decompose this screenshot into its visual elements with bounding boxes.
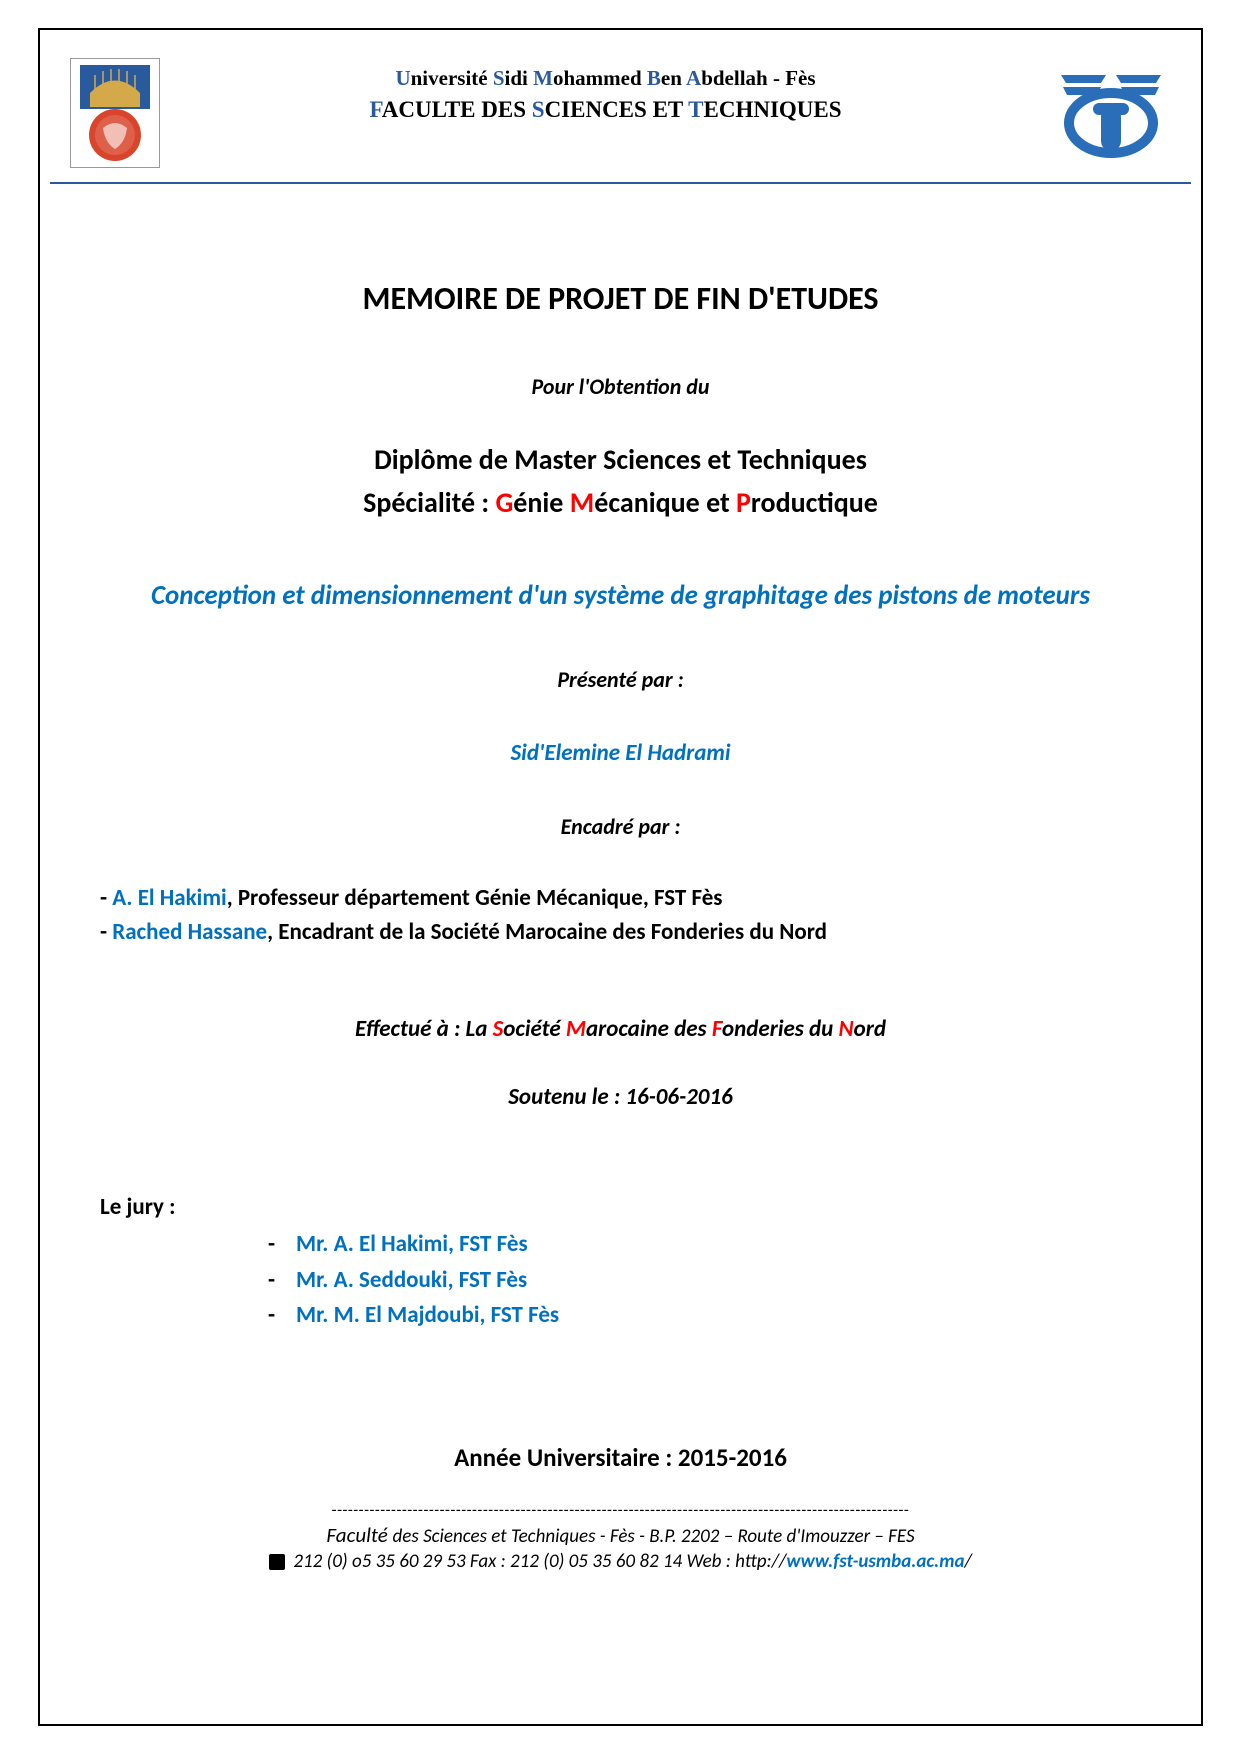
jury-row: -Mr. A. Seddouki, FST Fès [268,1263,1141,1299]
obtention-label: Pour l'Obtention du [100,373,1141,400]
document-title: MEMOIRE DE PROJET DE FIN D'ETUDES [100,279,1141,318]
footer-address: Faculté des Sciences et Techniques - Fès… [100,1522,1141,1548]
footer-faculty-word: Faculté [326,1522,392,1548]
footer: ----------------------------------------… [100,1501,1141,1573]
footer-divider: ----------------------------------------… [100,1501,1141,1520]
jury-list: -Mr. A. El Hakimi, FST Fès-Mr. A. Seddou… [268,1227,1141,1334]
academic-year: Année Universitaire : 2015-2016 [100,1442,1141,1473]
logo-right-icon [1051,63,1171,163]
phone-icon [269,1554,285,1570]
speciality-line: Spécialité : Génie Mécanique et Producti… [100,485,1141,520]
footer-url-suffix: / [965,1550,972,1573]
advisor-row: - A. El Hakimi, Professeur département G… [100,882,1141,915]
performed-at-line: Effectué à : La Société Marocaine des Fo… [100,1015,1141,1043]
logo-left-icon [75,63,155,163]
header-center: Université Sidi Mohammed Ben Abdellah - … [160,58,1051,123]
diploma-line: Diplôme de Master Sciences et Techniques [100,442,1141,477]
university-logo-left [70,58,160,168]
author-name: Sid'Elemine El Hadrami [100,739,1141,767]
project-title: Conception et dimensionnement d'un systè… [100,578,1141,614]
university-name: Université Sidi Mohammed Ben Abdellah - … [160,66,1051,91]
footer-url: www.fst-usmba.ac.ma [786,1550,964,1573]
header: Université Sidi Mohammed Ben Abdellah - … [50,40,1191,184]
main-content: MEMOIRE DE PROJET DE FIN D'ETUDES Pour l… [50,279,1191,1573]
jury-label: Le jury : [100,1193,1141,1221]
faculty-name: FACULTE DES SCIENCES ET TECHNIQUES [160,97,1051,123]
footer-address-rest: des Sciences et Techniques - Fès - B.P. … [393,1525,915,1548]
advisors-list: - A. El Hakimi, Professeur département G… [100,882,1141,949]
presented-by-label: Présenté par : [100,666,1141,693]
advisor-row: - Rached Hassane, Encadrant de la Sociét… [100,916,1141,949]
university-logo-right [1051,58,1171,168]
footer-contact: 212 (0) o5 35 60 29 53 Fax : 212 (0) 05 … [100,1550,1141,1573]
footer-phone-text: 212 (0) o5 35 60 29 53 Fax : 212 (0) 05 … [289,1550,786,1573]
jury-row: -Mr. A. El Hakimi, FST Fès [268,1227,1141,1263]
defense-date: Soutenu le : 16-06-2016 [100,1083,1141,1111]
supervised-by-label: Encadré par : [100,813,1141,840]
jury-row: -Mr. M. El Majdoubi, FST Fès [268,1298,1141,1334]
